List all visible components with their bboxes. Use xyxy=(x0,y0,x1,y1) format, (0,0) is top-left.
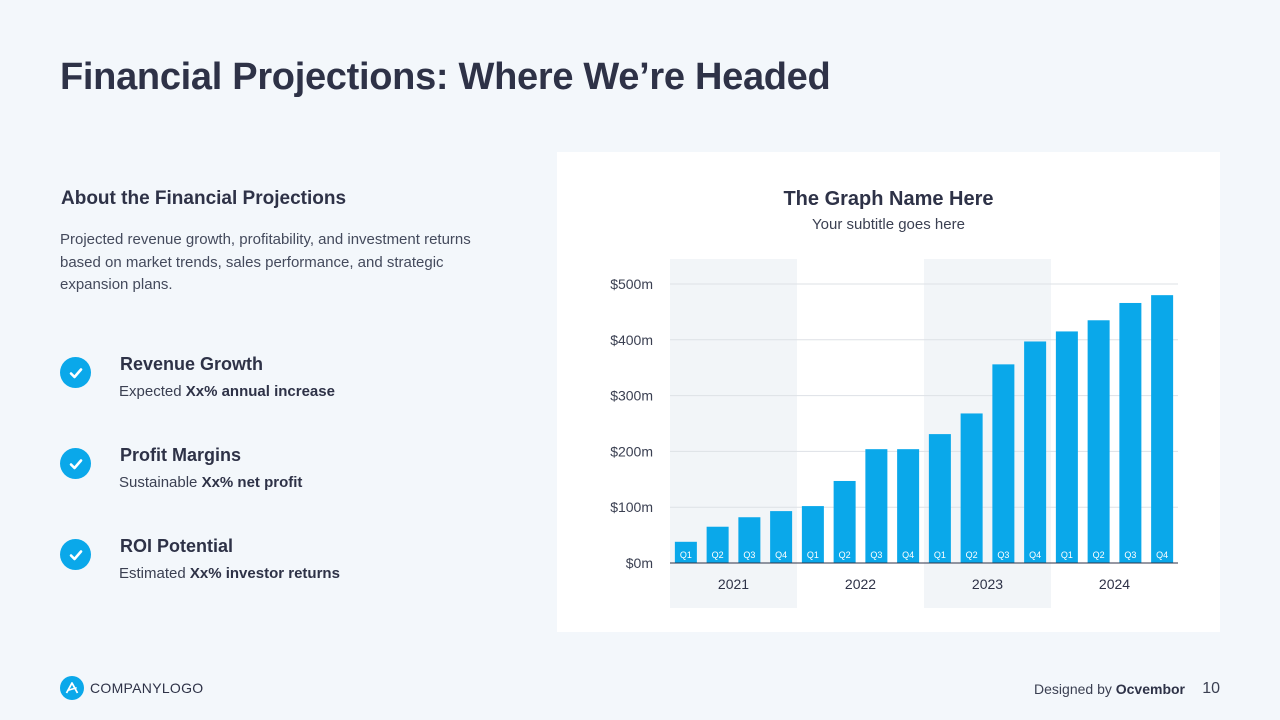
x-tick-label: Q1 xyxy=(934,550,946,560)
bar xyxy=(1024,341,1047,563)
bar xyxy=(865,449,888,563)
bar-chart: $0m $100m $200m $300m $400m $500m Q1 Q2 Q3 Q4 Q1 Q2… xyxy=(610,259,1178,608)
company-logo-text: COMPANYLOGO xyxy=(90,680,204,696)
bar xyxy=(960,413,983,563)
y-tick-label: $200m xyxy=(610,443,653,459)
x-tick-label: Q4 xyxy=(1156,550,1168,560)
bar xyxy=(833,480,856,563)
x-tick-label: Q2 xyxy=(712,550,724,560)
feature-description: Sustainable Xx% net profit xyxy=(119,474,303,491)
feature-description: Estimated Xx% investor returns xyxy=(119,565,340,582)
x-tick-label: Q2 xyxy=(1093,550,1105,560)
chart-title: The Graph Name Here xyxy=(783,188,994,210)
year-group-label: 2021 xyxy=(718,576,749,592)
slide-title: Financial Projections: Where We’re Heade… xyxy=(60,56,831,98)
x-tick-label: Q1 xyxy=(807,550,819,560)
about-heading: About the Financial Projections xyxy=(61,188,347,209)
bar xyxy=(1087,320,1110,563)
x-tick-label: Q1 xyxy=(1061,550,1073,560)
bar xyxy=(770,511,793,563)
x-tick-label: Q2 xyxy=(966,550,978,560)
about-body: Projected revenue growth, profitability,… xyxy=(60,231,471,293)
y-tick-label: $300m xyxy=(610,388,653,404)
bar xyxy=(738,517,761,563)
page-number: 10 xyxy=(1202,680,1220,697)
bar xyxy=(801,506,824,563)
x-tick-label: Q4 xyxy=(1029,550,1041,560)
y-tick-label: $0m xyxy=(626,555,653,571)
x-tick-label: Q2 xyxy=(839,550,851,560)
x-tick-label: Q3 xyxy=(870,550,882,560)
bar xyxy=(1151,295,1174,563)
year-group-label: 2024 xyxy=(1099,576,1130,592)
bar xyxy=(706,526,729,563)
x-tick-label: Q3 xyxy=(1124,550,1136,560)
chart-subtitle: Your subtitle goes here xyxy=(812,216,965,233)
y-tick-label: $500m xyxy=(610,276,653,292)
check-icon xyxy=(60,539,91,570)
x-tick-label: Q1 xyxy=(680,550,692,560)
bar xyxy=(674,541,697,563)
y-tick-label: $400m xyxy=(610,332,653,348)
feature-title: Profit Margins xyxy=(120,445,242,465)
x-tick-label: Q4 xyxy=(775,550,787,560)
feature-description: Expected Xx% annual increase xyxy=(119,383,335,400)
check-icon xyxy=(60,357,91,388)
bar xyxy=(1119,302,1142,563)
chart-card: The Graph Name Here Your subtitle goes h… xyxy=(557,152,1220,632)
bar xyxy=(897,449,920,563)
check-icon xyxy=(60,448,91,479)
company-logo-icon xyxy=(60,676,84,700)
designer-credit: Designed by Ocvembor xyxy=(1034,681,1185,697)
company-logo: COMPANYLOGO xyxy=(60,676,204,700)
feature-title: ROI Potential xyxy=(120,536,234,556)
bar xyxy=(928,434,951,563)
year-group-label: 2022 xyxy=(845,576,876,592)
bar xyxy=(992,364,1015,563)
year-group-label: 2023 xyxy=(972,576,1003,592)
x-tick-label: Q3 xyxy=(997,550,1009,560)
bar xyxy=(1055,331,1078,563)
x-tick-label: Q4 xyxy=(902,550,914,560)
y-tick-label: $100m xyxy=(610,499,653,515)
x-tick-label: Q3 xyxy=(743,550,755,560)
feature-title: Revenue Growth xyxy=(120,354,264,374)
